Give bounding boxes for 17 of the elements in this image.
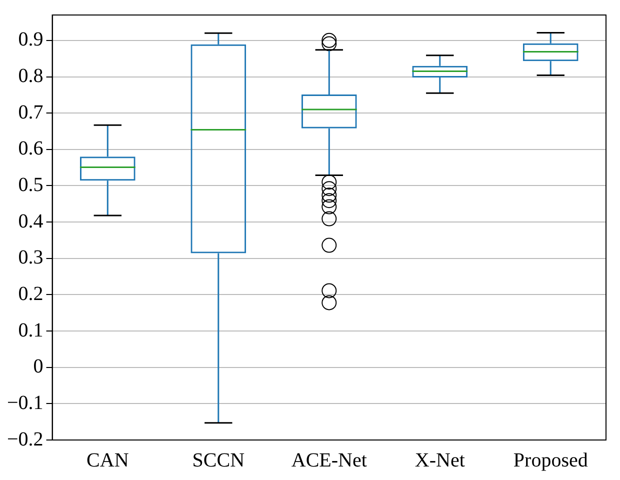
y-tick-label: 0.9 [18,28,44,51]
y-tick-label: 0.8 [18,65,44,87]
x-tick-label: Proposed [513,449,588,472]
y-tick-label: −0.2 [7,428,44,450]
y-tick-label: 0 [33,356,44,378]
y-tick-label: 0.4 [18,210,44,232]
y-tick-label: 0.6 [18,138,44,160]
x-tick-label: SCCN [192,449,245,472]
y-tick-label: 0.5 [18,174,44,196]
y-tick-label: −0.1 [7,392,44,414]
y-tick-label: 0.1 [18,319,44,342]
y-tick-label: 0.3 [18,246,44,269]
x-tick-label: CAN [86,449,129,472]
y-tick-label: 0.2 [18,282,44,305]
x-tick-label: X-Net [414,449,466,472]
x-tick-label: ACE-Net [291,449,368,472]
y-tick-label: 0.7 [18,101,44,124]
